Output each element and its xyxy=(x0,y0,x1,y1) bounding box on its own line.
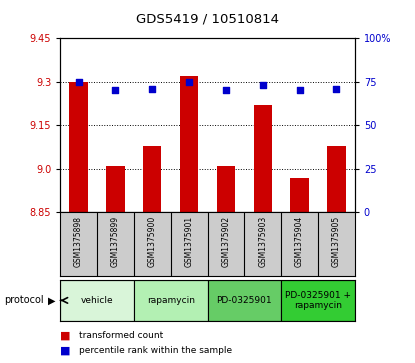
Bar xyxy=(217,166,235,212)
Text: rapamycin: rapamycin xyxy=(146,296,195,305)
Bar xyxy=(281,280,355,321)
Text: GSM1375904: GSM1375904 xyxy=(295,216,304,267)
Point xyxy=(333,86,340,91)
Text: GSM1375902: GSM1375902 xyxy=(222,216,230,267)
Text: ▶: ▶ xyxy=(48,295,56,305)
Text: transformed count: transformed count xyxy=(79,331,163,340)
Bar xyxy=(143,146,161,212)
Point xyxy=(186,79,193,85)
Text: vehicle: vehicle xyxy=(81,296,113,305)
Point xyxy=(75,79,82,85)
Point xyxy=(296,87,303,93)
Bar xyxy=(208,280,281,321)
Text: GSM1375900: GSM1375900 xyxy=(148,216,157,267)
Bar xyxy=(60,280,134,321)
Point xyxy=(259,82,266,88)
Bar xyxy=(180,76,198,212)
Bar xyxy=(327,146,346,212)
Text: GSM1375898: GSM1375898 xyxy=(74,216,83,266)
Text: PD-0325901: PD-0325901 xyxy=(217,296,272,305)
Text: PD-0325901 +
rapamycin: PD-0325901 + rapamycin xyxy=(285,291,351,310)
Bar xyxy=(134,280,208,321)
Bar xyxy=(106,166,124,212)
Bar xyxy=(69,82,88,212)
Text: ■: ■ xyxy=(60,345,71,355)
Text: GSM1375901: GSM1375901 xyxy=(185,216,193,267)
Point xyxy=(149,86,156,91)
Bar xyxy=(254,105,272,212)
Text: ■: ■ xyxy=(60,331,71,341)
Bar xyxy=(290,178,309,212)
Text: GSM1375905: GSM1375905 xyxy=(332,216,341,267)
Text: percentile rank within the sample: percentile rank within the sample xyxy=(79,346,232,355)
Text: GSM1375903: GSM1375903 xyxy=(258,216,267,267)
Text: protocol: protocol xyxy=(4,295,44,305)
Text: GSM1375899: GSM1375899 xyxy=(111,216,120,267)
Point xyxy=(112,87,119,93)
Point xyxy=(222,87,229,93)
Text: GDS5419 / 10510814: GDS5419 / 10510814 xyxy=(136,13,279,26)
